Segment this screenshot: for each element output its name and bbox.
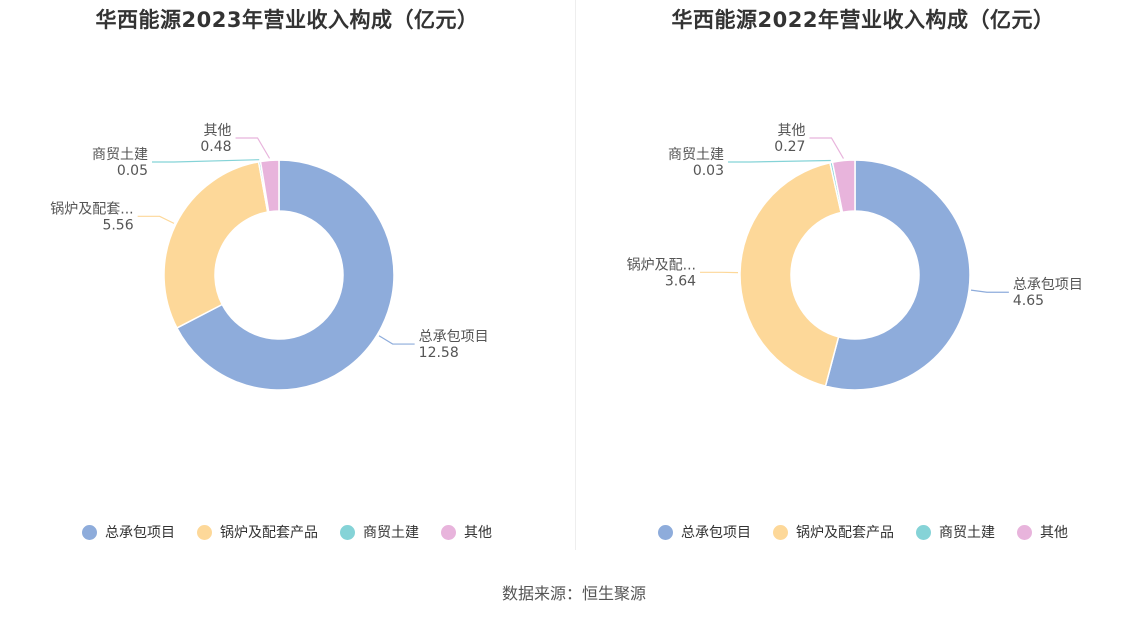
panel-divider: [575, 0, 576, 550]
slice-label-trade-construction-0: 商贸土建: [92, 147, 148, 163]
legend-dot-icon: [82, 524, 97, 540]
legend-dot-icon: [441, 524, 456, 540]
leader-line-other-0: [235, 137, 271, 159]
legend-item-other[interactable]: 其他: [1017, 522, 1068, 542]
donut-slice-other-1[interactable]: [831, 159, 856, 214]
slice-label-general-contracting-1: 总承包项目: [1013, 277, 1083, 293]
leader-line-general-contracting-0: [378, 335, 415, 345]
legend-label: 其他: [1040, 525, 1068, 541]
slice-value-boiler-products-0: 5.56: [102, 217, 133, 233]
leader-line-boiler-products-0: [137, 215, 175, 224]
legend-item-trade-construction[interactable]: 商贸土建: [340, 522, 419, 542]
donut-slice-boiler-products-1[interactable]: [739, 161, 842, 388]
legend-label: 商贸土建: [363, 525, 419, 541]
legend-2023: 总承包项目 锅炉及配套产品 商贸土建 其他: [0, 520, 574, 544]
legend-dot-icon: [197, 524, 212, 540]
slice-label-trade-construction-1: 商贸土建: [668, 147, 724, 163]
chart-title-2022: 华西能源2022年营业收入构成（亿元）: [671, 8, 1055, 32]
legend-label: 总承包项目: [105, 525, 175, 541]
slice-label-boiler-products-0: 锅炉及配套...: [50, 201, 133, 217]
legend-item-boiler-products[interactable]: 锅炉及配套产品: [197, 522, 318, 542]
legend-dot-icon: [773, 524, 788, 540]
slice-value-general-contracting-1: 4.65: [1013, 293, 1044, 309]
slice-label-general-contracting-0: 总承包项目: [419, 329, 489, 345]
slice-label-other-0: 其他: [204, 123, 232, 139]
legend-dot-icon: [658, 524, 673, 540]
legend-dot-icon: [1017, 524, 1032, 540]
leader-line-trade-construction-0: [152, 159, 260, 163]
donut-slice-other-0[interactable]: [259, 159, 280, 213]
legend-item-boiler-products[interactable]: 锅炉及配套产品: [773, 522, 894, 542]
legend-label: 其他: [464, 525, 492, 541]
leader-line-general-contracting-1: [970, 289, 1009, 293]
chart-panel-2022: 华西能源2022年营业收入构成（亿元） 总承包项目 4.65 锅炉及配... 3.64…: [576, 0, 1148, 552]
slice-label-boiler-products-1: 锅炉及配...: [627, 257, 696, 273]
legend-dot-icon: [916, 524, 931, 540]
legend-item-trade-construction[interactable]: 商贸土建: [916, 522, 995, 542]
slice-value-boiler-products-1: 3.64: [665, 273, 696, 289]
legend-label: 锅炉及配套产品: [796, 525, 894, 541]
data-source-note: 数据来源：恒生聚源: [501, 584, 646, 603]
legend-label: 商贸土建: [939, 525, 995, 541]
leader-line-trade-construction-1: [728, 159, 831, 163]
slice-value-other-0: 0.48: [200, 139, 231, 155]
legend-label: 锅炉及配套产品: [220, 525, 318, 541]
slice-value-other-1: 0.27: [774, 139, 805, 155]
slice-label-other-1: 其他: [777, 123, 805, 139]
legend-item-general-contracting[interactable]: 总承包项目: [82, 522, 175, 542]
donut-slice-boiler-products-0[interactable]: [163, 160, 269, 329]
donut-slice-general-contracting-0[interactable]: [175, 159, 395, 391]
legend-dot-icon: [340, 524, 355, 540]
legend-item-general-contracting[interactable]: 总承包项目: [658, 522, 751, 542]
chart-panel-2023: 华西能源2023年营业收入构成（亿元） 总承包项目 12.58 锅炉及配套... 5.…: [0, 0, 574, 552]
legend-item-other[interactable]: 其他: [441, 522, 492, 542]
legend-label: 总承包项目: [681, 525, 751, 541]
slice-value-trade-construction-1: 0.03: [693, 163, 724, 179]
slice-value-general-contracting-0: 12.58: [419, 345, 459, 361]
leader-line-other-1: [809, 137, 844, 159]
chart-title-2023: 华西能源2023年营业收入构成（亿元）: [95, 8, 479, 32]
slice-value-trade-construction-0: 0.05: [117, 163, 148, 179]
donut-slice-general-contracting-1[interactable]: [824, 159, 971, 391]
legend-2022: 总承包项目 锅炉及配套产品 商贸土建 其他: [576, 520, 1148, 544]
